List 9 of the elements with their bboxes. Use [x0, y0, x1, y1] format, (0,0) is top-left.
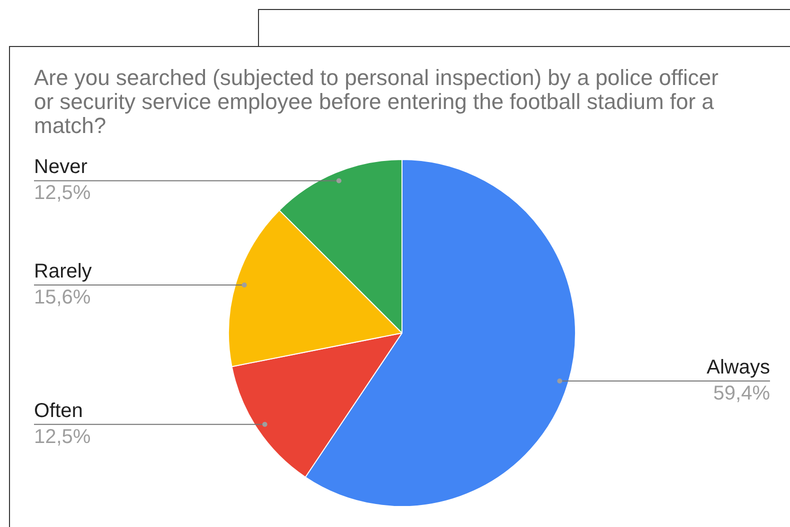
data-label: 12,5% [34, 182, 91, 204]
slice-label: Always [706, 356, 770, 378]
data-label: 59,4% [713, 382, 770, 404]
slice-label: Never [34, 156, 88, 178]
slice-label: Rarely [34, 260, 92, 283]
slice-label: Often [34, 400, 83, 422]
chart-title: Are you searched (subjected to personal inspection) by a police officer or security service employee before entering the football stadium for a match? [34, 65, 720, 138]
data-label: 15,6% [34, 286, 91, 309]
data-label: 12,5% [34, 426, 91, 448]
